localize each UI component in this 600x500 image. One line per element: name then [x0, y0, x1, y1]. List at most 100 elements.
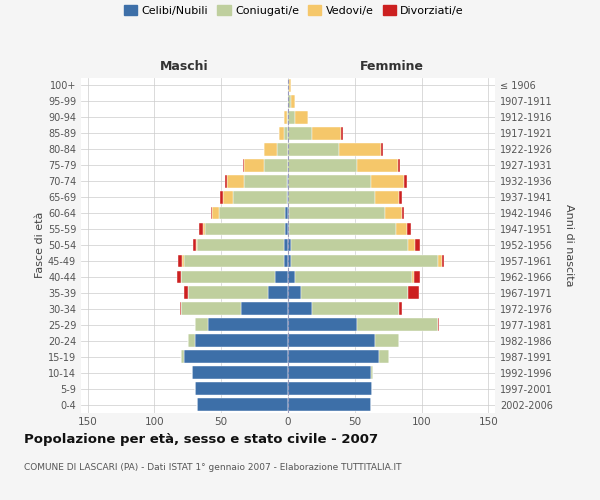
Bar	[197, 398, 288, 411]
Bar	[184, 286, 188, 299]
Bar	[437, 254, 442, 268]
Bar	[413, 270, 420, 283]
Bar	[227, 175, 244, 188]
Bar	[241, 302, 288, 315]
Bar	[288, 318, 358, 331]
Bar	[288, 302, 312, 315]
Bar	[312, 127, 341, 140]
Bar	[288, 79, 289, 92]
Bar	[288, 334, 375, 347]
Bar	[284, 111, 287, 124]
Bar	[290, 238, 408, 252]
Bar	[290, 95, 295, 108]
Bar	[396, 222, 407, 235]
Bar	[284, 127, 288, 140]
Bar	[220, 191, 223, 203]
Bar	[211, 206, 212, 220]
Bar	[199, 222, 203, 235]
Bar	[193, 238, 196, 252]
Bar	[288, 206, 289, 220]
Bar	[341, 127, 343, 140]
Bar	[289, 222, 396, 235]
Bar	[288, 222, 289, 235]
Bar	[371, 175, 404, 188]
Bar	[288, 350, 379, 363]
Bar	[182, 254, 184, 268]
Bar	[404, 175, 407, 188]
Bar	[264, 159, 288, 172]
Text: COMUNE DI LASCARI (PA) - Dati ISTAT 1° gennaio 2007 - Elaborazione TUTTITALIA.IT: COMUNE DI LASCARI (PA) - Dati ISTAT 1° g…	[24, 462, 401, 471]
Text: Popolazione per età, sesso e stato civile - 2007: Popolazione per età, sesso e stato civil…	[24, 432, 378, 446]
Bar	[194, 318, 208, 331]
Bar	[408, 286, 419, 299]
Bar	[184, 254, 284, 268]
Bar	[181, 270, 275, 283]
Bar	[295, 270, 412, 283]
Bar	[218, 206, 286, 220]
Bar	[437, 318, 439, 331]
Bar	[225, 175, 227, 188]
Bar	[288, 159, 358, 172]
Bar	[286, 222, 288, 235]
Bar	[212, 206, 218, 220]
Bar	[194, 334, 288, 347]
Bar	[375, 334, 399, 347]
Bar	[180, 302, 181, 315]
Bar	[288, 286, 301, 299]
Bar	[264, 143, 277, 156]
Bar	[181, 350, 184, 363]
Bar	[399, 302, 401, 315]
Bar	[242, 159, 244, 172]
Bar	[289, 79, 290, 92]
Bar	[339, 143, 382, 156]
Bar	[178, 254, 182, 268]
Bar	[288, 95, 290, 108]
Bar	[312, 302, 399, 315]
Bar	[288, 382, 372, 395]
Bar	[197, 238, 284, 252]
Bar	[288, 254, 290, 268]
Bar	[288, 191, 375, 203]
Bar	[358, 318, 437, 331]
Bar	[412, 270, 413, 283]
Bar	[188, 286, 268, 299]
Bar	[382, 143, 383, 156]
Bar	[289, 206, 385, 220]
Bar	[290, 254, 437, 268]
Bar	[286, 206, 288, 220]
Bar	[203, 222, 205, 235]
Bar	[196, 238, 197, 252]
Bar	[194, 382, 288, 395]
Bar	[244, 159, 264, 172]
Bar	[287, 175, 288, 188]
Bar	[379, 350, 389, 363]
Bar	[287, 191, 288, 203]
Bar	[287, 111, 288, 124]
Legend: Celibi/Nubili, Coniugati/e, Vedovi/e, Divorziati/e: Celibi/Nubili, Coniugati/e, Vedovi/e, Di…	[119, 0, 469, 20]
Bar	[358, 159, 398, 172]
Bar	[277, 143, 288, 156]
Bar	[442, 254, 444, 268]
Bar	[288, 175, 371, 188]
Bar	[401, 206, 404, 220]
Bar	[205, 222, 286, 235]
Bar	[233, 191, 287, 203]
Bar	[188, 334, 194, 347]
Bar	[288, 270, 295, 283]
Bar	[301, 286, 408, 299]
Y-axis label: Fasce di età: Fasce di età	[35, 212, 45, 278]
Bar	[288, 111, 295, 124]
Bar	[288, 238, 290, 252]
Bar	[244, 175, 287, 188]
Bar	[192, 366, 288, 379]
Bar	[284, 238, 288, 252]
Bar	[408, 238, 415, 252]
Bar	[385, 206, 401, 220]
Bar	[223, 191, 233, 203]
Bar	[371, 366, 373, 379]
Bar	[375, 191, 399, 203]
Bar	[288, 143, 339, 156]
Bar	[398, 159, 400, 172]
Bar	[288, 366, 371, 379]
Bar	[268, 286, 288, 299]
